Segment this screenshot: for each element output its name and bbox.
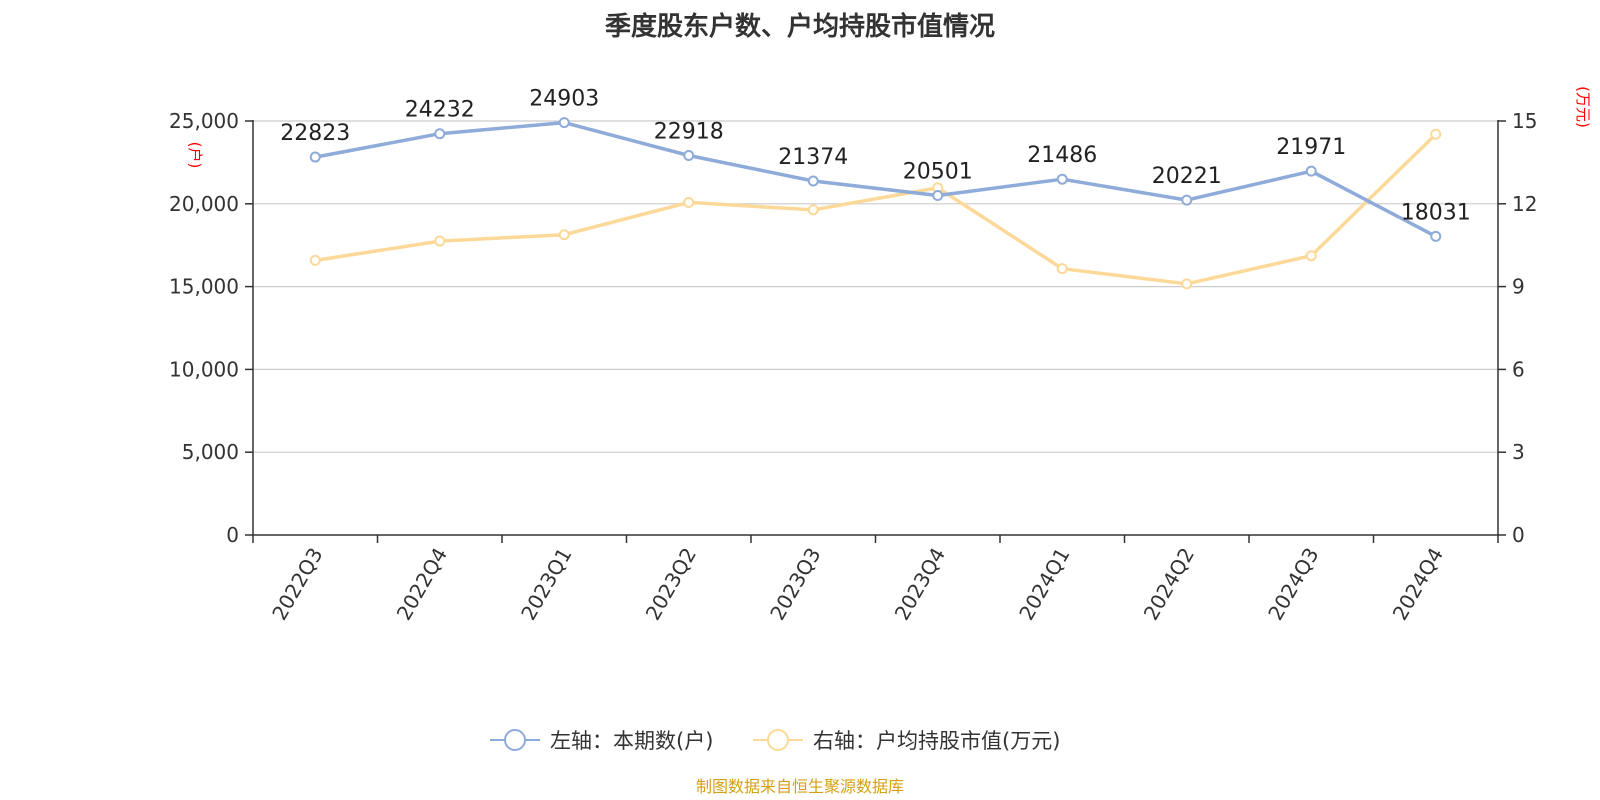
series-line (314, 120, 1437, 238)
data-point[interactable] (1430, 128, 1442, 140)
legend-item-left-series[interactable]: 左轴：本期数(户) (490, 729, 713, 753)
data-point[interactable] (309, 254, 321, 266)
right-tick-label: 6 (1512, 357, 1525, 381)
data-labels: 22823 24232 24903 22918 21374 20501 21486 20221… (280, 87, 1471, 226)
data-label: 20221 (1152, 164, 1222, 189)
data-label: 20501 (903, 160, 973, 185)
right-axis-unit: (万元) (1574, 86, 1592, 128)
series-layer (309, 117, 1442, 290)
right-axis-ticks: 0 3 6 9 12 15 (1498, 109, 1537, 547)
data-point[interactable] (1305, 165, 1317, 177)
axes (252, 120, 1499, 536)
x-tick-label: 2024Q3 (1263, 544, 1323, 625)
left-axis-unit: (户) (186, 142, 204, 169)
data-point[interactable] (558, 229, 570, 241)
data-label: 22918 (654, 119, 724, 144)
right-tick-label: 15 (1512, 109, 1537, 133)
x-tick-label: 2023Q2 (641, 544, 701, 625)
chart-title: 季度股东户数、户均持股市值情况 (605, 11, 995, 42)
data-point[interactable] (1181, 278, 1193, 290)
x-axis-ticks: 2022Q3 2022Q4 2023Q1 2023Q2 2023Q3 2023Q4 2024… (252, 535, 1499, 625)
data-point[interactable] (683, 196, 695, 208)
data-point[interactable] (309, 151, 321, 163)
x-tick-label: 2022Q4 (392, 544, 452, 625)
data-point[interactable] (807, 175, 819, 187)
data-point[interactable] (1056, 173, 1068, 185)
data-label: 21374 (778, 145, 848, 170)
data-point[interactable] (932, 190, 944, 202)
left-tick-label: 15,000 (169, 275, 239, 299)
data-label: 24903 (529, 87, 599, 112)
left-tick-label: 0 (226, 523, 239, 547)
x-tick-label: 2022Q3 (267, 544, 327, 625)
data-point[interactable] (683, 149, 695, 161)
data-point[interactable] (434, 128, 446, 140)
legend-right-series-label: 右轴：户均持股市值(万元) (813, 729, 1060, 753)
data-point[interactable] (1305, 250, 1317, 262)
data-point[interactable] (1056, 263, 1068, 275)
data-label: 21971 (1276, 135, 1346, 160)
left-tick-label: 5,000 (182, 440, 239, 464)
left-tick-label: 10,000 (169, 357, 239, 381)
data-label: 21486 (1027, 143, 1097, 168)
data-point[interactable] (1181, 194, 1193, 206)
data-point[interactable] (434, 235, 446, 247)
left-tick-label: 20,000 (169, 192, 239, 216)
data-label: 24232 (405, 98, 475, 123)
x-tick-label: 2023Q1 (516, 544, 576, 625)
x-tick-label: 2024Q4 (1388, 544, 1448, 625)
data-label: 18031 (1401, 200, 1471, 225)
left-axis-ticks: 0 5,000 10,000 15,000 20,000 25,000 (169, 109, 253, 547)
data-label: 22823 (280, 121, 350, 146)
x-tick-label: 2024Q2 (1139, 544, 1199, 625)
data-point[interactable] (558, 117, 570, 129)
x-tick-label: 2024Q1 (1014, 544, 1074, 625)
source-note: 制图数据来自恒生聚源数据库 (696, 777, 904, 796)
legend-right-series-icon (767, 729, 789, 751)
right-tick-label: 0 (1512, 523, 1525, 547)
legend: 左轴：本期数(户) 右轴：户均持股市值(万元) (490, 729, 1060, 753)
grid-lines (253, 120, 1498, 453)
x-tick-label: 2023Q4 (890, 544, 950, 625)
x-tick-label: 2023Q3 (765, 544, 825, 625)
left-tick-label: 25,000 (169, 109, 239, 133)
data-point[interactable] (1430, 230, 1442, 242)
right-tick-label: 3 (1512, 440, 1525, 464)
right-tick-label: 12 (1512, 192, 1537, 216)
legend-left-series-label: 左轴：本期数(户) (550, 729, 713, 753)
data-point[interactable] (807, 204, 819, 216)
legend-left-series-icon (504, 729, 526, 751)
legend-item-right-series[interactable]: 右轴：户均持股市值(万元) (753, 729, 1060, 753)
right-tick-label: 9 (1512, 275, 1525, 299)
series-line (315, 132, 1438, 286)
